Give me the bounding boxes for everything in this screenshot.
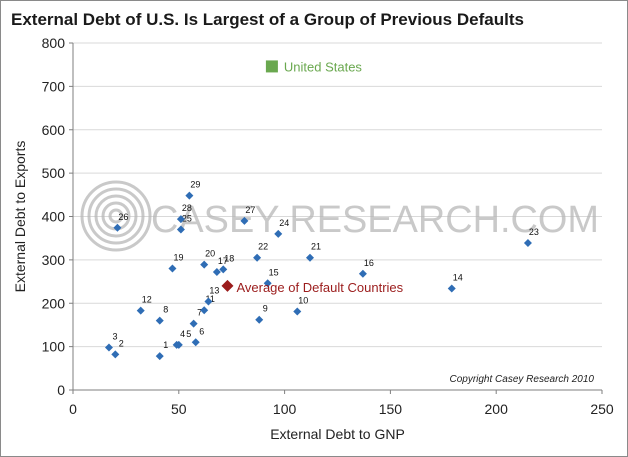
watermark-logo-ring <box>87 187 145 245</box>
data-point <box>191 338 200 347</box>
point-label: 9 <box>263 304 268 314</box>
data-point <box>305 253 314 262</box>
x-tick-label: 50 <box>171 401 187 417</box>
data-point <box>447 284 456 293</box>
point-label: 13 <box>209 286 219 296</box>
point-label: 23 <box>529 227 539 237</box>
watermark-text-part: RESEARCH <box>279 199 500 241</box>
data-point <box>240 216 249 225</box>
point-label: 16 <box>364 258 374 268</box>
average-label: Average of Default Countries <box>236 280 403 295</box>
data-point <box>255 315 264 324</box>
data-point <box>189 319 198 328</box>
watermark-text: CASEY RESEARCH.COM <box>151 199 599 241</box>
watermark-logo-ring <box>94 194 138 238</box>
data-point <box>111 350 120 359</box>
watermark-text-part: CASEY <box>151 199 279 241</box>
y-tick-label: 0 <box>57 382 65 398</box>
x-tick-label: 0 <box>69 401 77 417</box>
casey-research-watermark: CASEY RESEARCH.COM <box>80 180 599 252</box>
data-point <box>293 307 302 316</box>
point-label: 26 <box>118 212 128 222</box>
point-label: 1 <box>163 340 168 350</box>
data-point <box>113 223 122 232</box>
data-point <box>155 352 164 361</box>
average-data-point <box>221 279 234 292</box>
data-point <box>176 215 185 224</box>
x-axis-title: External Debt to GNP <box>270 426 405 442</box>
point-label: 2 <box>119 338 124 348</box>
data-point <box>185 191 194 200</box>
y-tick-label: 500 <box>42 165 66 181</box>
point-label: 12 <box>142 295 152 305</box>
data-point <box>104 343 113 352</box>
x-tick-label: 250 <box>590 401 614 417</box>
y-axis-title: External Debt to Exports <box>12 141 28 293</box>
y-tick-label: 400 <box>42 209 66 225</box>
data-point <box>358 269 367 278</box>
data-point <box>263 279 272 288</box>
copyright-note: Copyright Casey Research 2010 <box>449 374 594 385</box>
point-label: 5 <box>186 329 191 339</box>
data-point <box>204 297 213 306</box>
point-label: 27 <box>245 205 255 215</box>
us-label: United States <box>284 59 363 74</box>
data-point <box>212 268 221 277</box>
point-label: 7 <box>197 308 202 318</box>
point-label: 15 <box>269 267 279 277</box>
point-label: 8 <box>163 305 168 315</box>
data-point <box>200 260 209 269</box>
point-label: 22 <box>258 242 268 252</box>
point-label: 14 <box>453 273 463 283</box>
y-tick-label: 200 <box>42 295 66 311</box>
data-point <box>274 229 283 238</box>
point-label: 6 <box>199 326 204 336</box>
data-point <box>155 316 164 325</box>
y-tick-label: 800 <box>42 35 66 51</box>
point-label: 11 <box>206 294 215 304</box>
us-data-point <box>265 60 278 73</box>
data-point <box>200 306 209 315</box>
x-tick-label: 150 <box>379 401 403 417</box>
point-label: 4 <box>180 329 185 339</box>
data-point <box>136 306 145 315</box>
data-point <box>174 340 183 349</box>
y-tick-label: 300 <box>42 252 66 268</box>
data-point <box>219 265 228 274</box>
x-tick-label: 100 <box>273 401 297 417</box>
y-tick-label: 700 <box>42 78 66 94</box>
point-label: 20 <box>205 249 215 259</box>
point-label: 3 <box>112 331 117 341</box>
x-tick-label: 200 <box>485 401 509 417</box>
data-point <box>176 225 185 234</box>
y-tick-label: 600 <box>42 122 66 138</box>
chart-title: External Debt of U.S. Is Largest of a Gr… <box>11 10 524 29</box>
point-label: 21 <box>311 242 321 252</box>
point-label: 17 <box>218 256 228 266</box>
watermark-logo-ring <box>80 180 152 252</box>
watermark-text-part: .COM <box>500 199 599 241</box>
data-point <box>253 253 262 262</box>
watermark-logo-ring <box>108 208 124 224</box>
data-point <box>523 238 532 247</box>
point-label: 10 <box>298 295 308 305</box>
point-label: 29 <box>190 180 200 190</box>
point-label: 28 <box>182 203 192 213</box>
point-label: 19 <box>173 253 183 263</box>
point-label: 25 <box>182 214 192 224</box>
point-label: 18 <box>224 253 234 263</box>
data-point <box>168 264 177 273</box>
y-tick-label: 100 <box>42 339 66 355</box>
point-label: 24 <box>279 218 289 228</box>
